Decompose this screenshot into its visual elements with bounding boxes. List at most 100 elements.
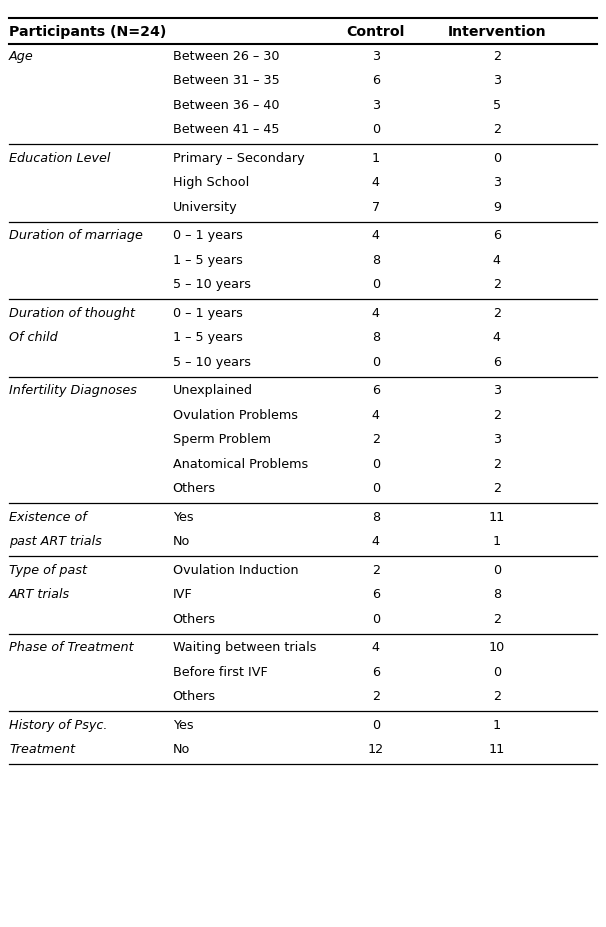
- Text: 3: 3: [371, 99, 380, 112]
- Text: Sperm Problem: Sperm Problem: [173, 433, 271, 446]
- Text: Duration of marriage: Duration of marriage: [9, 229, 143, 242]
- Text: 0: 0: [371, 356, 380, 369]
- Text: 6: 6: [371, 589, 380, 602]
- Text: 6: 6: [493, 356, 501, 369]
- Text: 2: 2: [493, 307, 501, 320]
- Text: past ART trials: past ART trials: [9, 535, 102, 548]
- Text: Before first IVF: Before first IVF: [173, 666, 267, 679]
- Text: Others: Others: [173, 691, 216, 704]
- Text: 0: 0: [371, 613, 380, 626]
- Text: History of Psyc.: History of Psyc.: [9, 718, 107, 731]
- Text: 12: 12: [368, 743, 384, 756]
- Text: University: University: [173, 201, 238, 214]
- Text: 2: 2: [371, 433, 380, 446]
- Text: 6: 6: [371, 666, 380, 679]
- Text: Treatment: Treatment: [9, 743, 75, 756]
- Text: 10: 10: [489, 641, 505, 654]
- Text: 3: 3: [493, 433, 501, 446]
- Text: ART trials: ART trials: [9, 589, 70, 602]
- Text: Yes: Yes: [173, 718, 193, 731]
- Text: Existence of: Existence of: [9, 511, 87, 524]
- Text: No: No: [173, 535, 190, 548]
- Text: Unexplained: Unexplained: [173, 385, 253, 398]
- Text: Ovulation Problems: Ovulation Problems: [173, 409, 298, 422]
- Text: Infertility Diagnoses: Infertility Diagnoses: [9, 385, 137, 398]
- Text: 4: 4: [493, 254, 501, 267]
- Text: 6: 6: [371, 74, 380, 87]
- Text: 2: 2: [493, 50, 501, 63]
- Text: 7: 7: [371, 201, 380, 214]
- Text: Anatomical Problems: Anatomical Problems: [173, 458, 308, 471]
- Text: 0: 0: [371, 278, 380, 291]
- Text: Duration of thought: Duration of thought: [9, 307, 135, 320]
- Text: 8: 8: [371, 331, 380, 344]
- Text: Between 26 – 30: Between 26 – 30: [173, 50, 279, 63]
- Text: 0 – 1 years: 0 – 1 years: [173, 307, 242, 320]
- Text: 2: 2: [493, 482, 501, 495]
- Text: Between 36 – 40: Between 36 – 40: [173, 99, 279, 112]
- Text: 5: 5: [493, 99, 501, 112]
- Text: 6: 6: [371, 385, 380, 398]
- Text: No: No: [173, 743, 190, 756]
- Text: Control: Control: [347, 25, 405, 39]
- Text: Of child: Of child: [9, 331, 58, 344]
- Text: 2: 2: [493, 409, 501, 422]
- Text: IVF: IVF: [173, 589, 193, 602]
- Text: 11: 11: [489, 743, 505, 756]
- Text: Intervention: Intervention: [448, 25, 546, 39]
- Text: Phase of Treatment: Phase of Treatment: [9, 641, 134, 654]
- Text: 4: 4: [371, 229, 380, 242]
- Text: 4: 4: [371, 535, 380, 548]
- Text: 0: 0: [371, 458, 380, 471]
- Text: 1 – 5 years: 1 – 5 years: [173, 331, 242, 344]
- Text: 1: 1: [493, 535, 501, 548]
- Text: 0: 0: [493, 564, 501, 577]
- Text: Ovulation Induction: Ovulation Induction: [173, 564, 298, 577]
- Text: 2: 2: [371, 691, 380, 704]
- Text: 0: 0: [371, 123, 380, 136]
- Text: 5 – 10 years: 5 – 10 years: [173, 278, 251, 291]
- Text: 2: 2: [493, 691, 501, 704]
- Text: 0: 0: [371, 718, 380, 731]
- Text: 4: 4: [493, 331, 501, 344]
- Text: 1 – 5 years: 1 – 5 years: [173, 254, 242, 267]
- Text: Between 31 – 35: Between 31 – 35: [173, 74, 279, 87]
- Text: Age: Age: [9, 50, 34, 63]
- Text: Others: Others: [173, 613, 216, 626]
- Text: 4: 4: [371, 307, 380, 320]
- Text: 3: 3: [493, 176, 501, 189]
- Text: 4: 4: [371, 641, 380, 654]
- Text: Yes: Yes: [173, 511, 193, 524]
- Text: Participants (N=24): Participants (N=24): [9, 25, 167, 39]
- Text: Others: Others: [173, 482, 216, 495]
- Text: 2: 2: [371, 564, 380, 577]
- Text: 9: 9: [493, 201, 501, 214]
- Text: Waiting between trials: Waiting between trials: [173, 641, 316, 654]
- Text: 3: 3: [493, 74, 501, 87]
- Text: 1: 1: [493, 718, 501, 731]
- Text: High School: High School: [173, 176, 249, 189]
- Text: 4: 4: [371, 409, 380, 422]
- Text: Primary – Secondary: Primary – Secondary: [173, 152, 304, 165]
- Text: 1: 1: [371, 152, 380, 165]
- Text: 11: 11: [489, 511, 505, 524]
- Text: 5 – 10 years: 5 – 10 years: [173, 356, 251, 369]
- Text: 2: 2: [493, 458, 501, 471]
- Text: 3: 3: [493, 385, 501, 398]
- Text: 8: 8: [371, 254, 380, 267]
- Text: 2: 2: [493, 123, 501, 136]
- Text: Between 41 – 45: Between 41 – 45: [173, 123, 279, 136]
- Text: 2: 2: [493, 613, 501, 626]
- Text: 0: 0: [371, 482, 380, 495]
- Text: 4: 4: [371, 176, 380, 189]
- Text: 2: 2: [493, 278, 501, 291]
- Text: 6: 6: [493, 229, 501, 242]
- Text: 8: 8: [371, 511, 380, 524]
- Text: Type of past: Type of past: [9, 564, 87, 577]
- Text: 8: 8: [493, 589, 501, 602]
- Text: 0: 0: [493, 666, 501, 679]
- Text: 0: 0: [493, 152, 501, 165]
- Text: 3: 3: [371, 50, 380, 63]
- Text: Education Level: Education Level: [9, 152, 110, 165]
- Text: 0 – 1 years: 0 – 1 years: [173, 229, 242, 242]
